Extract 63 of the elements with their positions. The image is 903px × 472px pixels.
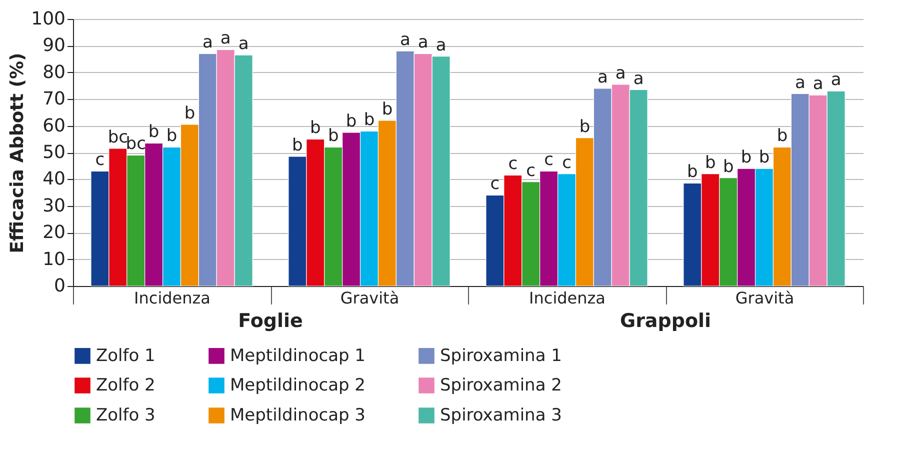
data-label: b: [704, 152, 716, 173]
legend-label: Meptildinocap 3: [230, 406, 366, 426]
y-tick-label: 30: [42, 195, 66, 216]
data-label: b: [776, 126, 788, 146]
data-label: b: [148, 122, 160, 142]
y-tick-label: 100: [31, 8, 66, 30]
legend-label: Spiroxamina 1: [440, 346, 562, 366]
legend-label: Zolfo 1: [96, 346, 156, 366]
data-label: a: [418, 32, 428, 53]
data-label: b: [722, 156, 734, 177]
data-label: b: [292, 136, 303, 156]
x-tick-label: Incidenza: [134, 288, 210, 308]
y-tick-label: 40: [42, 168, 66, 190]
data-label: a: [238, 34, 249, 54]
x-tick-label: Gravità: [340, 288, 400, 308]
y-tick-label: 10: [42, 248, 66, 270]
data-label: c: [544, 150, 554, 170]
y-tick-label: 60: [42, 115, 66, 136]
data-label: a: [633, 68, 644, 89]
legend-label: Spiroxamina 2: [440, 376, 562, 396]
data-label: b: [328, 126, 339, 146]
data-label: b: [364, 110, 375, 130]
data-label: a: [812, 74, 824, 94]
data-label: c: [526, 160, 536, 181]
data-label: c: [490, 174, 500, 194]
legend-label: Spiroxamina 3: [440, 406, 562, 426]
data-label: b: [758, 148, 770, 168]
data-label: c: [508, 154, 518, 174]
data-label: c: [95, 150, 105, 170]
y-tick-label: 20: [42, 222, 66, 244]
x-tick-label: Gravità: [735, 288, 794, 308]
legend-label: Meptildinocap 2: [230, 376, 366, 396]
data-label: b: [687, 162, 698, 182]
legend-label: Meptildinocap 1: [230, 346, 366, 366]
data-label: a: [202, 32, 213, 53]
y-tick-label: 90: [42, 35, 66, 56]
data-label: b: [579, 116, 590, 137]
data-label: bc: [126, 134, 146, 154]
data-label: a: [794, 72, 806, 93]
data-label: b: [382, 99, 393, 120]
data-label: b: [740, 148, 752, 168]
text: Grappoli: [620, 310, 712, 332]
data-label: a: [436, 35, 446, 56]
y-tick-label: 0: [54, 276, 66, 296]
data-label: b: [166, 126, 178, 146]
data-label: b: [346, 111, 357, 132]
data-label: b: [184, 103, 196, 124]
y-tick-label: 70: [42, 88, 66, 110]
data-label: a: [220, 28, 231, 49]
data-label: c: [562, 152, 572, 173]
text: Foglie: [238, 310, 303, 332]
y-tick-label: 80: [42, 62, 66, 83]
data-label: b: [310, 118, 321, 138]
legend-label: Zolfo 2: [96, 376, 156, 396]
data-label: a: [830, 70, 842, 90]
data-label: a: [597, 67, 608, 88]
legend-label: Zolfo 3: [96, 406, 156, 426]
x-tick-label: Incidenza: [529, 288, 606, 308]
y-axis-title: Efficacia Abbott (%): [7, 52, 28, 254]
data-label: bc: [108, 127, 128, 148]
data-label: a: [400, 30, 410, 50]
data-label: a: [615, 63, 626, 84]
y-tick-label: 50: [42, 142, 66, 163]
